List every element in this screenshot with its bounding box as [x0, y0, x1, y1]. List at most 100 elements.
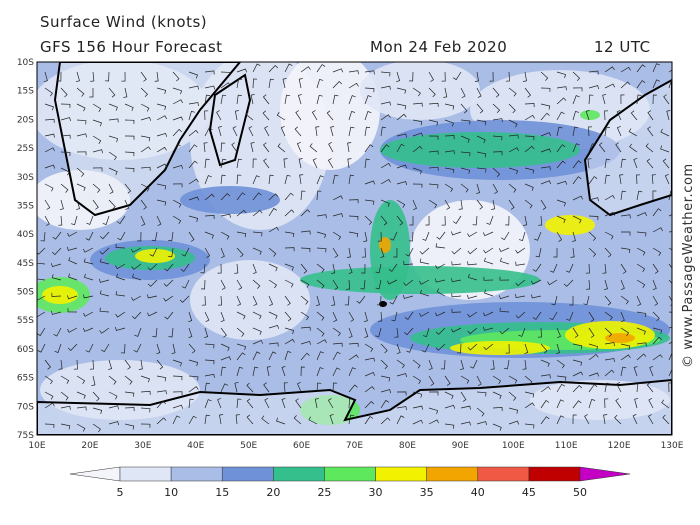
wind-barb — [252, 78, 258, 89]
longitude-label: 130E — [661, 441, 684, 451]
wind-barb — [252, 295, 258, 306]
wind-barb — [200, 279, 206, 290]
wind-barb — [250, 142, 255, 153]
wind-barb — [380, 247, 385, 259]
wind-barb — [588, 215, 599, 221]
wind-barb — [44, 199, 51, 210]
wind-barb — [668, 352, 672, 361]
wind-barb — [364, 180, 376, 185]
coastline — [37, 378, 672, 435]
wind-barb — [620, 327, 630, 337]
wind-barb — [472, 215, 478, 226]
wind-barb — [281, 397, 286, 409]
colorbar-label: 50 — [573, 486, 587, 499]
longitude-label: 120E — [608, 441, 631, 451]
wind-barb — [332, 81, 343, 89]
wind-barb — [646, 158, 654, 169]
wind-barb — [492, 423, 502, 431]
wind-barb — [140, 103, 150, 112]
colorbar-segment — [69, 466, 121, 482]
wind-barb — [402, 294, 414, 299]
wind-barb — [76, 167, 85, 177]
wind-barb — [604, 110, 609, 121]
wind-barb — [44, 133, 55, 138]
wind-barb — [396, 181, 408, 186]
wind-barb — [316, 247, 327, 253]
wind-barb — [276, 417, 286, 425]
wind-barb — [428, 71, 434, 82]
wind-barb — [298, 158, 303, 169]
wind-barb — [636, 295, 642, 307]
wind-barb — [508, 199, 515, 210]
wind-barb — [236, 231, 247, 238]
wind-barb — [149, 247, 158, 257]
wind-barb — [636, 64, 646, 73]
wind-barb — [556, 126, 563, 137]
wind-barb — [328, 141, 334, 153]
wind-barb — [44, 164, 56, 169]
wind-barb — [412, 102, 423, 107]
wind-barb — [572, 126, 579, 137]
wind-barb — [284, 247, 295, 252]
wind-barb — [375, 263, 382, 274]
wind-barb — [332, 174, 339, 185]
wind-barb — [469, 359, 478, 369]
wind-barb — [348, 215, 359, 221]
wind-barb — [204, 127, 213, 137]
wind-barb — [283, 158, 288, 169]
wind-barb — [54, 343, 62, 353]
wind-barb — [588, 384, 598, 393]
wind-barb — [300, 66, 311, 73]
wind-barb — [252, 263, 257, 275]
wind-barb — [435, 343, 446, 351]
wind-barb — [588, 143, 596, 153]
wind-barb — [604, 195, 615, 201]
wind-barb — [364, 158, 370, 169]
wind-barb — [252, 231, 263, 237]
wind-barb — [664, 173, 670, 185]
wind-barb — [474, 71, 479, 82]
wind-barb — [419, 279, 430, 285]
wind-barb — [364, 401, 375, 409]
wind-barb — [387, 279, 398, 285]
wind-barb — [140, 135, 151, 142]
wind-barb — [204, 231, 214, 239]
wind-barb — [147, 263, 158, 271]
wind-barb — [443, 87, 448, 98]
wind-barb — [76, 119, 87, 125]
wind-barb — [483, 276, 494, 281]
wind-barb — [268, 207, 277, 217]
wind-barb — [347, 142, 352, 153]
latitude-label: 40S — [17, 230, 34, 240]
wind-barb — [73, 359, 78, 370]
longitude-label: 60E — [293, 441, 310, 451]
wind-barb — [204, 373, 215, 378]
wind-barb — [380, 417, 391, 425]
wind-barb — [220, 213, 231, 218]
longitude-label: 30E — [134, 441, 151, 451]
wind-barb — [300, 263, 308, 274]
wind-barb — [518, 327, 526, 337]
wind-barb — [44, 118, 55, 123]
wind-barb — [217, 397, 222, 409]
wind-barb — [156, 343, 161, 355]
wind-barb — [646, 382, 654, 393]
wind-barb — [348, 231, 359, 238]
wind-barb — [60, 375, 70, 384]
wind-barb — [492, 407, 503, 412]
wind-barb — [483, 343, 494, 351]
wind-barb — [524, 167, 535, 174]
wind-barb — [92, 167, 103, 172]
wind-barb — [499, 307, 510, 313]
wind-speed-area — [190, 260, 310, 340]
wind-barb — [451, 278, 462, 283]
wind-barb — [588, 94, 594, 105]
wind-barb — [284, 350, 292, 361]
wind-barb — [332, 367, 341, 377]
wind-barb — [603, 414, 608, 425]
wind-barb — [268, 247, 277, 257]
wind-barb — [668, 263, 672, 274]
wind-barb — [124, 407, 135, 412]
wind-barb — [428, 375, 435, 386]
wind-barb — [540, 132, 552, 137]
